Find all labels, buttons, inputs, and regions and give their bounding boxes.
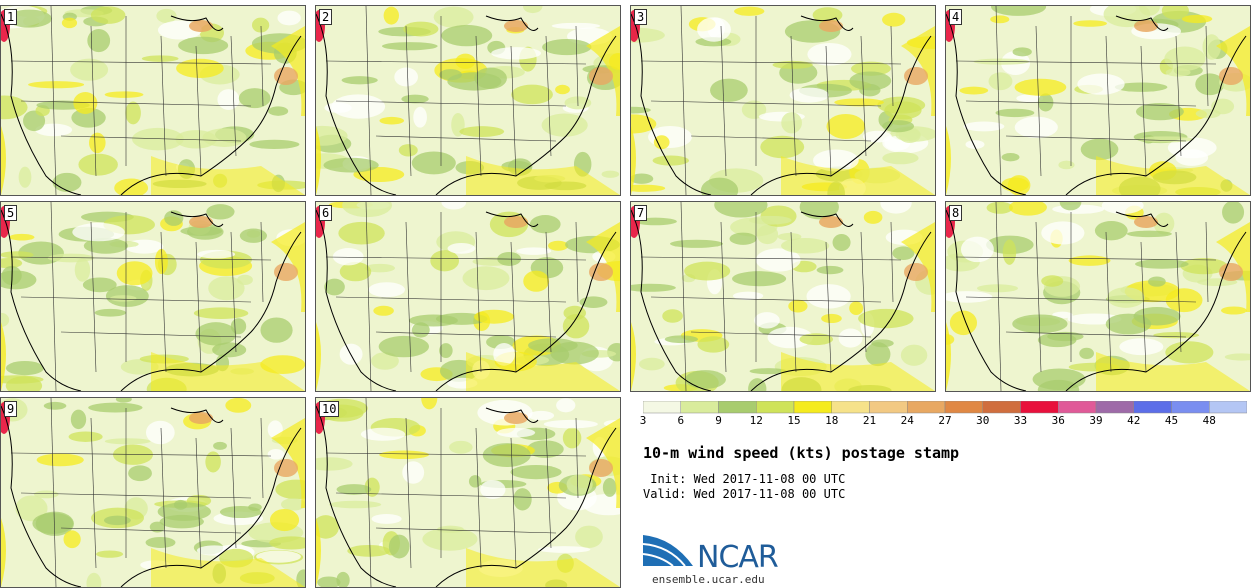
colorbar-tick-label: 42 (1127, 414, 1141, 427)
member-number: 1 (4, 9, 18, 25)
colorbar-tick-label: 6 (677, 414, 685, 427)
map-panel-10: 10 (315, 397, 621, 588)
colorbar-tick-label: 18 (825, 414, 839, 427)
colorbar-swatch (1171, 400, 1210, 414)
colorbar-swatch (642, 400, 681, 414)
ncar-logo-text: NCAR (697, 540, 779, 575)
member-number: 7 (634, 205, 648, 221)
colorbar-tick-label: 9 (715, 414, 722, 427)
colorbar-swatch (756, 400, 795, 414)
ncar-logo-icon (643, 535, 693, 567)
colorbar-swatches (642, 400, 1248, 414)
chart-title: 10-m wind speed (kts) postage stamp (643, 444, 960, 462)
init-time: Init: Wed 2017-11-08 00 UTC (643, 472, 846, 486)
colorbar-tick-label: 48 (1202, 414, 1216, 427)
colorbar-swatch (1020, 400, 1059, 414)
valid-time: Valid: Wed 2017-11-08 00 UTC (643, 487, 846, 501)
map-panel-6: 6 (315, 201, 621, 392)
colorbar-tick-label: 36 (1051, 414, 1065, 427)
map-panel-3: 3 (630, 5, 936, 196)
colorbar-tick-label: 21 (862, 414, 877, 427)
member-number: 5 (4, 205, 18, 221)
member-number: 4 (949, 9, 963, 25)
colorbar-swatch (1209, 400, 1248, 414)
colorbar-tick-label: 27 (938, 414, 952, 427)
colorbar-tick-label: 12 (749, 414, 763, 427)
colorbar-swatch (1058, 400, 1097, 414)
wind-field-map (631, 6, 935, 195)
map-panel-1: 1 (0, 5, 306, 196)
site-url: ensemble.ucar.edu (652, 573, 765, 586)
member-number: 10 (319, 401, 340, 417)
wind-field-map (946, 6, 1250, 195)
map-panel-2: 2 (315, 5, 621, 196)
wind-field-map (316, 6, 620, 195)
map-panel-8: 8 (945, 201, 1251, 392)
colorbar-swatch (680, 400, 719, 414)
colorbar-tick-label: 24 (900, 414, 914, 427)
map-panel-4: 4 (945, 5, 1251, 196)
colorbar-tick-label: 45 (1164, 414, 1179, 427)
colorbar-swatch (869, 400, 908, 414)
wind-field-map (946, 202, 1250, 391)
map-panel-9: 9 (0, 397, 306, 588)
wind-field-map (316, 202, 620, 391)
wind-field-map (1, 202, 305, 391)
colorbar-tick-label: 15 (787, 414, 801, 427)
colorbar-tick-label: 39 (1089, 414, 1103, 427)
colorbar-tick-label: 30 (976, 414, 990, 427)
colorbar-tick-label: 3 (639, 414, 647, 427)
member-number: 9 (4, 401, 18, 417)
colorbar-swatch (718, 400, 757, 414)
colorbar-swatch (793, 400, 832, 414)
wind-field-map (631, 202, 935, 391)
colorbar-swatch (831, 400, 870, 414)
wind-field-map (316, 398, 620, 587)
colorbar-swatch (907, 400, 946, 414)
member-number: 2 (319, 9, 333, 25)
colorbar-swatch (1095, 400, 1134, 414)
wind-field-map (1, 6, 305, 195)
member-number: 6 (319, 205, 333, 221)
member-number: 3 (634, 9, 648, 25)
member-number: 8 (949, 205, 963, 221)
map-panel-5: 5 (0, 201, 306, 392)
colorbar-swatch (944, 400, 983, 414)
colorbar-tick-label: 33 (1013, 414, 1028, 427)
map-panel-7: 7 (630, 201, 936, 392)
colorbar-swatch (1133, 400, 1172, 414)
wind-field-map (1, 398, 305, 587)
colorbar-swatch (982, 400, 1021, 414)
wind-speed-colorbar: 3 6 9 12 15 18 21 24 27 30 33 36 39 42 45 48 (639, 400, 1248, 430)
